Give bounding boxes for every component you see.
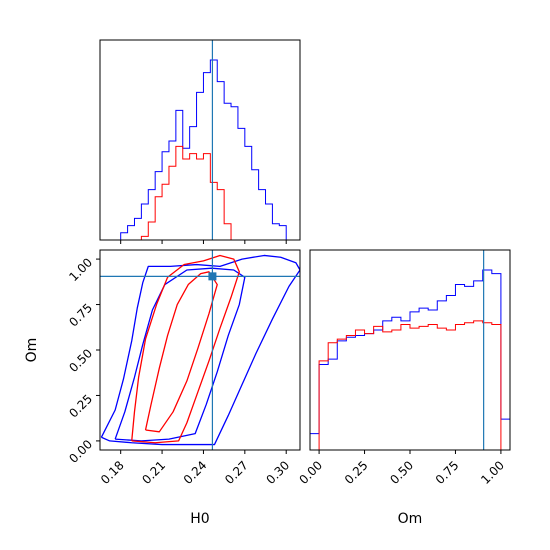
h0-histogram-red-series [113,145,300,240]
om-histogram-blue-series [310,269,510,450]
om-histogram-red-series [310,320,510,450]
contour-red-inner [144,271,218,433]
y-axis-label-om: Om [24,338,40,363]
h0-histogram-panel [99,39,301,244]
contour-blue-outer [100,254,300,446]
h0-histogram-blue-series [113,59,300,240]
x-axis-label-h0: H0 [190,511,209,527]
x-axis-label-om: Om [398,511,423,527]
h0-histogram-frame [99,39,301,241]
joint-truth-marker [208,272,217,281]
contour-red-outer [131,254,240,444]
